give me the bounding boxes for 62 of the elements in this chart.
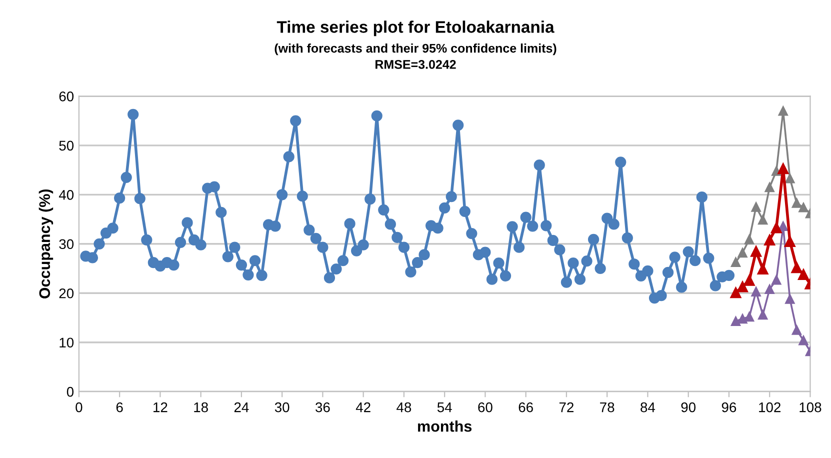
point — [730, 287, 742, 298]
y-tick-label: 50 — [59, 140, 74, 151]
x-tick-label: 78 — [600, 402, 614, 412]
point — [791, 262, 802, 274]
point — [764, 284, 774, 294]
x-tick-label: 84 — [640, 402, 656, 412]
point — [738, 248, 748, 258]
y-tick-label: 40 — [58, 190, 74, 200]
x-tick-label: 66 — [518, 402, 533, 412]
x-tick-label: 48 — [396, 402, 412, 412]
point — [764, 234, 776, 246]
x-tick-label: 42 — [356, 402, 370, 412]
chart-title: Time series plot for Etoloakarnania — [276, 20, 554, 36]
point — [792, 198, 802, 208]
point — [778, 163, 789, 174]
point — [757, 263, 768, 275]
y-tick-label: 20 — [59, 288, 74, 298]
y-tick-label: 0 — [66, 386, 74, 397]
x-tick-label: 72 — [559, 402, 574, 412]
point — [785, 294, 795, 304]
x-tick-label: 6 — [116, 402, 123, 412]
point — [736, 281, 748, 292]
point — [778, 106, 788, 116]
point — [778, 221, 788, 232]
x-tick-label: 96 — [722, 402, 736, 412]
point — [744, 274, 755, 286]
point — [772, 274, 782, 285]
point — [770, 222, 782, 234]
x-tick-label: 108 — [800, 402, 822, 412]
x-axis-title: months — [418, 420, 472, 432]
point — [730, 257, 741, 267]
x-tick-label: 30 — [274, 402, 290, 412]
point — [751, 202, 761, 212]
x-tick-label: 0 — [76, 402, 82, 412]
point — [798, 268, 810, 280]
point — [792, 325, 802, 335]
x-tick-label: 54 — [437, 402, 452, 412]
x-tick-label: 36 — [316, 402, 330, 412]
point — [798, 336, 808, 346]
chart-subtitle: (with forecasts and their 95% confidence limits) RMSE=3.0242 — [274, 44, 556, 69]
point — [750, 246, 762, 257]
point — [758, 214, 768, 225]
x-tick-label: 102 — [759, 402, 780, 412]
point — [798, 202, 808, 212]
point — [764, 182, 774, 192]
x-tick-label: 60 — [478, 402, 492, 412]
point — [784, 236, 796, 247]
point — [738, 314, 748, 324]
x-tick-label: 24 — [234, 402, 249, 412]
point — [730, 316, 741, 326]
point — [751, 286, 761, 297]
y-axis-title: Occupancy (%) — [38, 189, 54, 298]
y-tick-label: 30 — [59, 239, 74, 250]
point — [744, 234, 754, 244]
y-tick-label: 60 — [59, 92, 74, 102]
x-tick-label: 12 — [154, 402, 168, 412]
point — [758, 310, 768, 320]
point — [785, 174, 795, 184]
x-tick-label: 90 — [681, 402, 696, 412]
y-tick-label: 10 — [60, 338, 74, 348]
point — [744, 312, 754, 322]
x-tick-label: 18 — [194, 402, 208, 412]
